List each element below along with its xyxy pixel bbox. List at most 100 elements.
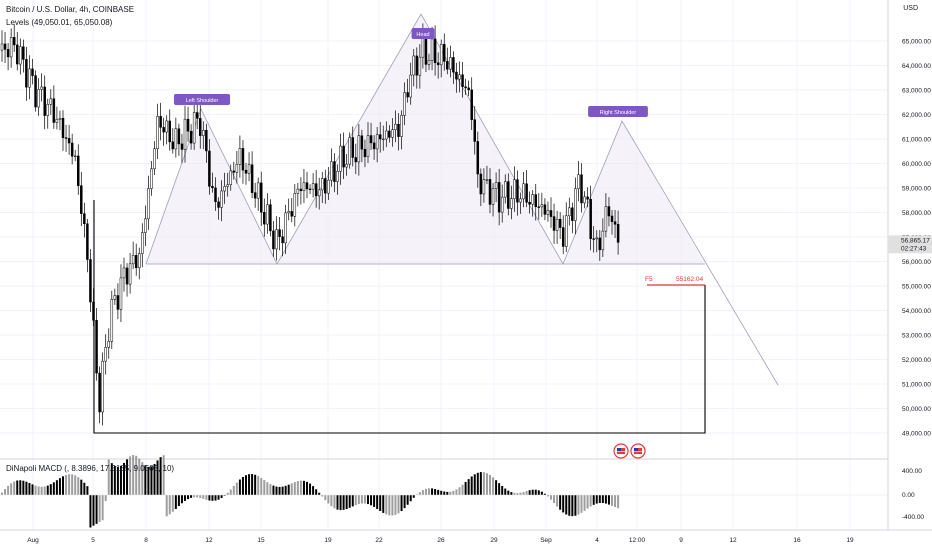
macd-bar xyxy=(397,495,400,514)
candle-body xyxy=(549,210,553,217)
candle-body xyxy=(565,215,568,247)
macd-bar xyxy=(452,490,455,495)
candle-body xyxy=(516,179,519,203)
macd-bar xyxy=(126,459,129,495)
candle-body xyxy=(595,237,598,240)
candle-body xyxy=(308,188,312,191)
flag-canton xyxy=(634,448,638,451)
macd-bar xyxy=(583,495,586,511)
macd-bar xyxy=(141,462,144,495)
candle-body xyxy=(195,112,199,119)
macd-bar xyxy=(336,495,339,510)
macd-bar xyxy=(409,495,412,502)
candle-body xyxy=(610,215,614,222)
price-tick-label: 64,000.00 xyxy=(902,63,931,70)
macd-bar xyxy=(58,478,61,495)
macd-bar xyxy=(479,472,482,495)
candle-body xyxy=(110,299,114,342)
macd-bar xyxy=(110,463,113,495)
macd-bar xyxy=(28,482,31,495)
macd-bar xyxy=(4,489,7,495)
macd-bar xyxy=(238,479,241,495)
levels-indicator-title[interactable]: Levels (49,050.01, 65,050.08) xyxy=(6,18,113,27)
macd-bar xyxy=(138,458,141,495)
macd-bar xyxy=(315,489,318,495)
us-event-flag-icon[interactable] xyxy=(630,443,646,459)
candle-body xyxy=(415,55,419,76)
macd-bar xyxy=(165,495,168,517)
macd-bar xyxy=(205,495,208,500)
candle-body xyxy=(568,207,571,217)
candle-body xyxy=(504,181,507,198)
candle-body xyxy=(336,171,339,182)
price-tick-label: 52,000.00 xyxy=(902,357,931,364)
right-shoulder-label[interactable]: Right Shoulder xyxy=(588,106,648,117)
candle-body xyxy=(378,134,382,140)
macd-tick-label: -400.00 xyxy=(902,514,924,521)
candle-body xyxy=(339,145,342,172)
candle-body xyxy=(202,129,205,136)
candle-body xyxy=(159,116,162,128)
fib-f5-value: 55162.04 xyxy=(676,276,703,283)
macd-bar xyxy=(446,491,449,495)
candle-body xyxy=(70,142,74,157)
last-price-marker-bg xyxy=(888,235,932,254)
candle-body xyxy=(61,117,65,138)
macd-bar xyxy=(190,495,193,498)
macd-bar xyxy=(321,495,324,497)
candle-body xyxy=(446,61,449,70)
macd-bar xyxy=(123,462,125,495)
candle-body xyxy=(333,161,336,182)
candle-body xyxy=(461,74,464,88)
candle-body xyxy=(311,183,315,190)
head-label[interactable]: Head xyxy=(411,28,435,39)
candle-body xyxy=(616,224,620,243)
macd-bar xyxy=(574,495,577,516)
candle-body xyxy=(537,206,541,208)
candle-body xyxy=(391,129,394,138)
candle-body xyxy=(470,89,473,120)
head-shoulders-outline xyxy=(145,13,779,386)
candle-body xyxy=(430,38,434,61)
macd-bar xyxy=(489,474,491,495)
macd-bar xyxy=(516,493,519,495)
macd-bar xyxy=(174,495,177,509)
macd-bar xyxy=(614,495,617,508)
candle-body xyxy=(208,150,211,187)
candle-body xyxy=(403,92,406,116)
candle-body xyxy=(58,117,62,120)
macd-bar xyxy=(245,475,247,495)
candle-body xyxy=(543,204,547,215)
us-event-flag-icon[interactable] xyxy=(613,443,629,459)
candle-body xyxy=(122,267,126,279)
macd-bar xyxy=(49,484,52,495)
macd-bar xyxy=(485,473,488,495)
candle-body xyxy=(52,98,56,123)
macd-histogram xyxy=(1,455,620,528)
macd-indicator-title[interactable]: DiNapoli MACD (, 8.3896, 17.5185, 9.0503… xyxy=(6,464,175,473)
right-shoulder-label-bg xyxy=(588,106,648,117)
candle-body xyxy=(3,43,7,50)
candle-body xyxy=(40,86,43,90)
macd-bar xyxy=(220,495,223,499)
macd-bar xyxy=(565,495,568,515)
candle-body xyxy=(439,43,443,66)
candle-body xyxy=(507,181,510,209)
candle-body xyxy=(256,182,260,199)
candle-body xyxy=(9,37,13,58)
left-shoulder-label[interactable]: Left Shoulder xyxy=(173,94,231,105)
candle-body xyxy=(89,259,92,303)
macd-bar xyxy=(1,492,3,495)
candle-body xyxy=(278,229,281,237)
candle-body xyxy=(238,148,242,165)
macd-bar xyxy=(275,486,278,495)
currency-label[interactable]: USD xyxy=(903,5,918,12)
macd-bar xyxy=(379,495,382,512)
candle-body xyxy=(34,75,37,108)
macd-bar xyxy=(611,495,613,506)
macd-bar xyxy=(278,486,281,495)
candles-group xyxy=(0,23,620,426)
macd-bar xyxy=(577,495,580,515)
